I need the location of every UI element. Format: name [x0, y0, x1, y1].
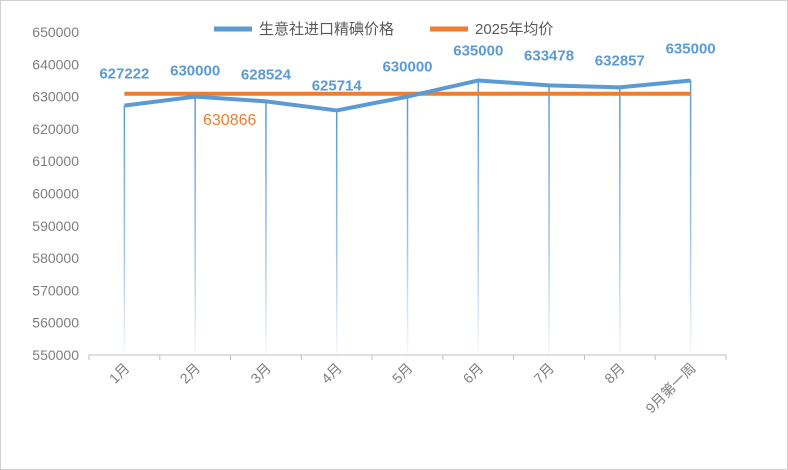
data-label: 635000 [453, 42, 503, 59]
drop-line [123, 105, 126, 355]
x-axis-tick-labels: 1月 2月 3月 4月 5月 6月 7月 8月 9月第一周 [106, 360, 699, 416]
x-tick-label: 3月 [247, 360, 274, 387]
series-line-price [124, 78, 691, 113]
x-tick-label: 6月 [460, 360, 487, 387]
x-axis-tick-marks [88, 355, 727, 360]
y-tick-label: 550000 [32, 347, 79, 363]
drop-line [477, 80, 480, 355]
data-label: 630000 [382, 59, 432, 76]
drop-line [548, 85, 550, 355]
data-label: 635000 [666, 40, 716, 57]
x-tick-label: 1月 [106, 360, 133, 387]
legend-label-series-2: 2025年均价 [475, 21, 553, 38]
drop-line [619, 87, 621, 355]
data-label: 632857 [595, 52, 645, 69]
data-label: 633478 [524, 47, 574, 64]
data-label: 627222 [99, 66, 149, 83]
drop-line [689, 80, 692, 355]
x-tick-label: 7月 [530, 360, 557, 387]
x-tick-label: 4月 [318, 360, 345, 387]
y-tick-label: 570000 [32, 282, 79, 298]
data-label: 625714 [312, 77, 363, 94]
drop-lines [123, 80, 692, 355]
drop-line [194, 96, 196, 355]
x-tick-label: 9月第一周 [642, 360, 698, 416]
data-labels: 627222 630000 628524 625714 630000 635000 6334… [99, 40, 715, 94]
y-tick-label: 620000 [32, 121, 79, 137]
y-tick-label: 590000 [32, 218, 79, 234]
y-tick-label: 560000 [32, 315, 79, 331]
drop-line [335, 110, 338, 355]
x-tick-label: 2月 [177, 360, 204, 387]
drop-line [265, 101, 267, 355]
x-tick-label: 8月 [601, 360, 628, 387]
legend: 生意社进口精碘价格 2025年均价 [214, 20, 553, 38]
x-tick-label: 5月 [389, 360, 416, 387]
data-label: 630000 [170, 63, 220, 80]
y-tick-label: 610000 [32, 153, 79, 169]
y-tick-label: 630000 [32, 89, 79, 105]
average-annotation: 630866 [203, 112, 256, 129]
y-axis-tick-labels: 550000 560000 570000 580000 590000 600000 6100… [32, 24, 79, 363]
data-label: 628524 [241, 66, 292, 83]
drop-line [406, 96, 409, 355]
y-tick-label: 580000 [32, 250, 79, 266]
legend-label-series-1: 生意社进口精碘价格 [259, 20, 394, 38]
y-tick-label: 640000 [32, 56, 79, 72]
y-tick-label: 600000 [32, 186, 79, 202]
y-tick-label: 650000 [32, 24, 79, 40]
